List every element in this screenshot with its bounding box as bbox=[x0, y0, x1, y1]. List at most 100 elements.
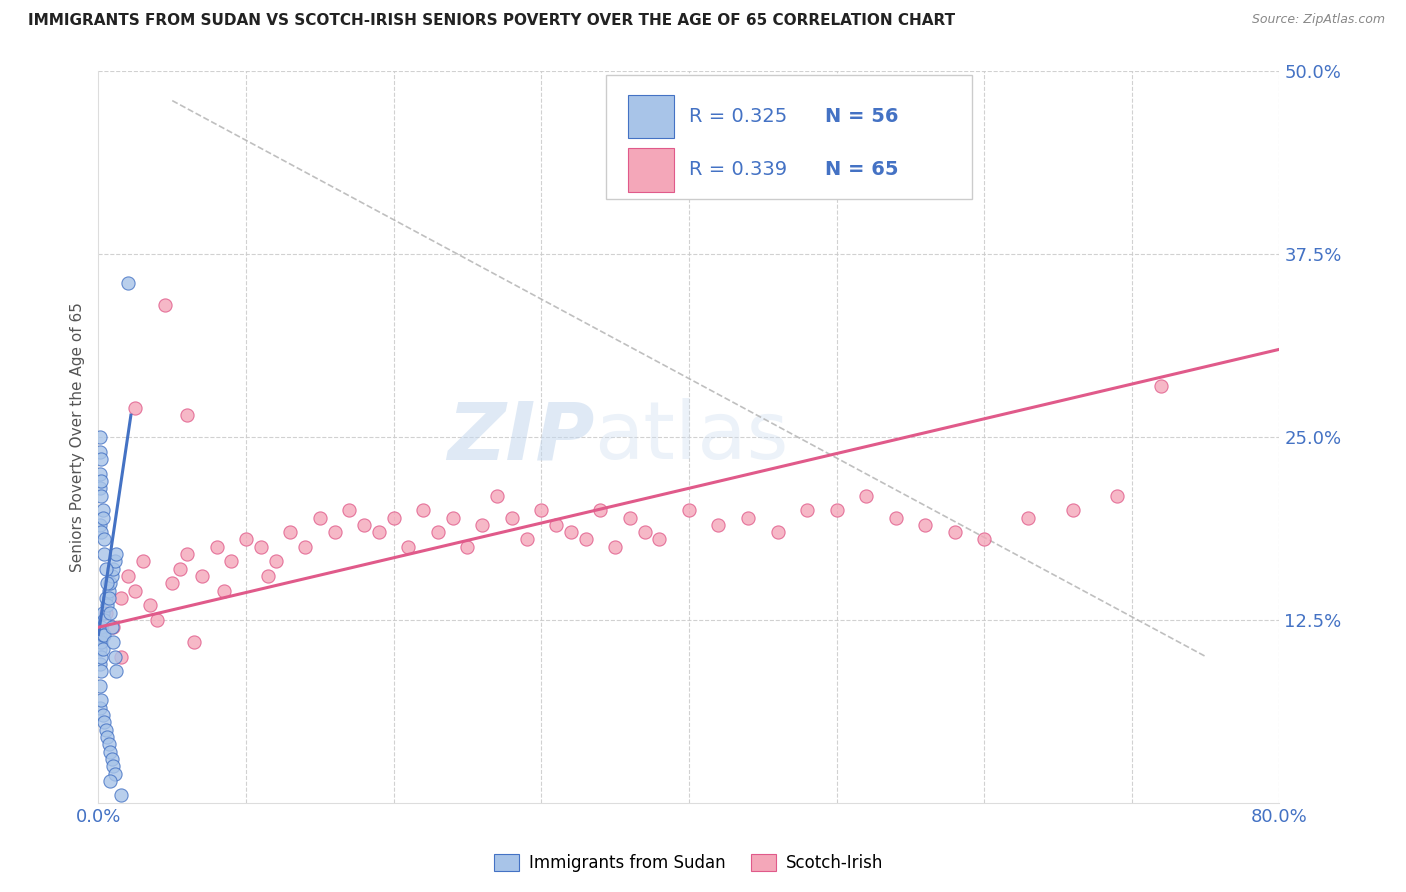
Point bbox=[205, 540, 228, 554]
Point bbox=[176, 547, 198, 561]
Point bbox=[278, 525, 302, 540]
Point bbox=[257, 569, 280, 583]
Point bbox=[574, 533, 596, 547]
Point bbox=[103, 635, 125, 649]
Point bbox=[89, 467, 111, 481]
Point bbox=[796, 503, 818, 517]
FancyBboxPatch shape bbox=[627, 148, 673, 192]
Point bbox=[110, 591, 132, 605]
Point bbox=[382, 510, 405, 524]
Point bbox=[169, 562, 191, 576]
Text: R = 0.325: R = 0.325 bbox=[689, 107, 787, 126]
Point bbox=[91, 627, 114, 641]
Point bbox=[678, 503, 700, 517]
Point bbox=[90, 525, 112, 540]
Point bbox=[456, 540, 478, 554]
Point bbox=[530, 503, 553, 517]
Point bbox=[98, 576, 121, 591]
Point bbox=[94, 562, 117, 576]
Point bbox=[855, 489, 877, 503]
Point bbox=[98, 606, 121, 620]
Point bbox=[91, 510, 114, 524]
Point bbox=[104, 554, 127, 568]
Point bbox=[93, 613, 115, 627]
Point bbox=[90, 489, 112, 503]
Point bbox=[124, 401, 146, 415]
Point bbox=[91, 503, 114, 517]
Point bbox=[89, 481, 111, 495]
Text: atlas: atlas bbox=[595, 398, 789, 476]
Point bbox=[441, 510, 464, 524]
Point bbox=[90, 693, 112, 707]
Point bbox=[117, 569, 139, 583]
Point bbox=[737, 510, 759, 524]
Point bbox=[91, 642, 114, 657]
Point bbox=[89, 444, 111, 458]
Point bbox=[486, 489, 509, 503]
Point bbox=[1017, 510, 1039, 524]
Point bbox=[1105, 489, 1128, 503]
Point bbox=[91, 606, 114, 620]
Point bbox=[914, 517, 936, 532]
Point bbox=[98, 745, 121, 759]
Point bbox=[396, 540, 419, 554]
Point bbox=[191, 569, 214, 583]
Point bbox=[94, 606, 117, 620]
Point bbox=[100, 620, 122, 634]
Point bbox=[1062, 503, 1084, 517]
Point bbox=[94, 723, 117, 737]
Text: N = 56: N = 56 bbox=[825, 107, 898, 126]
Point bbox=[90, 620, 112, 634]
Point bbox=[605, 540, 627, 554]
Point bbox=[707, 517, 730, 532]
Point bbox=[103, 759, 125, 773]
Point bbox=[146, 613, 169, 627]
Point bbox=[176, 408, 198, 422]
Point bbox=[501, 510, 523, 524]
Point bbox=[427, 525, 450, 540]
Point bbox=[97, 737, 120, 751]
Point bbox=[471, 517, 494, 532]
Text: R = 0.339: R = 0.339 bbox=[689, 161, 787, 179]
Point bbox=[943, 525, 966, 540]
Point bbox=[89, 700, 111, 714]
Point bbox=[132, 554, 155, 568]
Point bbox=[589, 503, 612, 517]
Point bbox=[235, 533, 257, 547]
Point bbox=[93, 715, 115, 730]
Point bbox=[353, 517, 375, 532]
Point bbox=[309, 510, 332, 524]
Point bbox=[93, 547, 115, 561]
Point bbox=[105, 664, 128, 678]
Point bbox=[212, 583, 235, 598]
FancyBboxPatch shape bbox=[606, 75, 973, 200]
Point bbox=[97, 583, 120, 598]
Point bbox=[884, 510, 907, 524]
Point bbox=[89, 657, 111, 671]
Point bbox=[90, 649, 112, 664]
Point bbox=[825, 503, 848, 517]
Point bbox=[1150, 379, 1173, 393]
Point bbox=[89, 627, 111, 641]
Point bbox=[103, 562, 125, 576]
Point bbox=[139, 599, 162, 613]
Point bbox=[219, 554, 242, 568]
Point bbox=[633, 525, 655, 540]
Point bbox=[96, 730, 118, 744]
Point bbox=[544, 517, 567, 532]
Point bbox=[294, 540, 316, 554]
Point bbox=[264, 554, 287, 568]
Point bbox=[560, 525, 582, 540]
Point bbox=[90, 664, 112, 678]
Point bbox=[162, 576, 183, 591]
Text: Source: ZipAtlas.com: Source: ZipAtlas.com bbox=[1251, 13, 1385, 27]
Point bbox=[100, 569, 122, 583]
Point bbox=[100, 752, 122, 766]
Point bbox=[110, 649, 132, 664]
Point bbox=[153, 298, 176, 312]
Point bbox=[368, 525, 391, 540]
Point bbox=[103, 620, 125, 634]
Point bbox=[91, 708, 114, 723]
Point bbox=[105, 547, 128, 561]
Point bbox=[412, 503, 434, 517]
